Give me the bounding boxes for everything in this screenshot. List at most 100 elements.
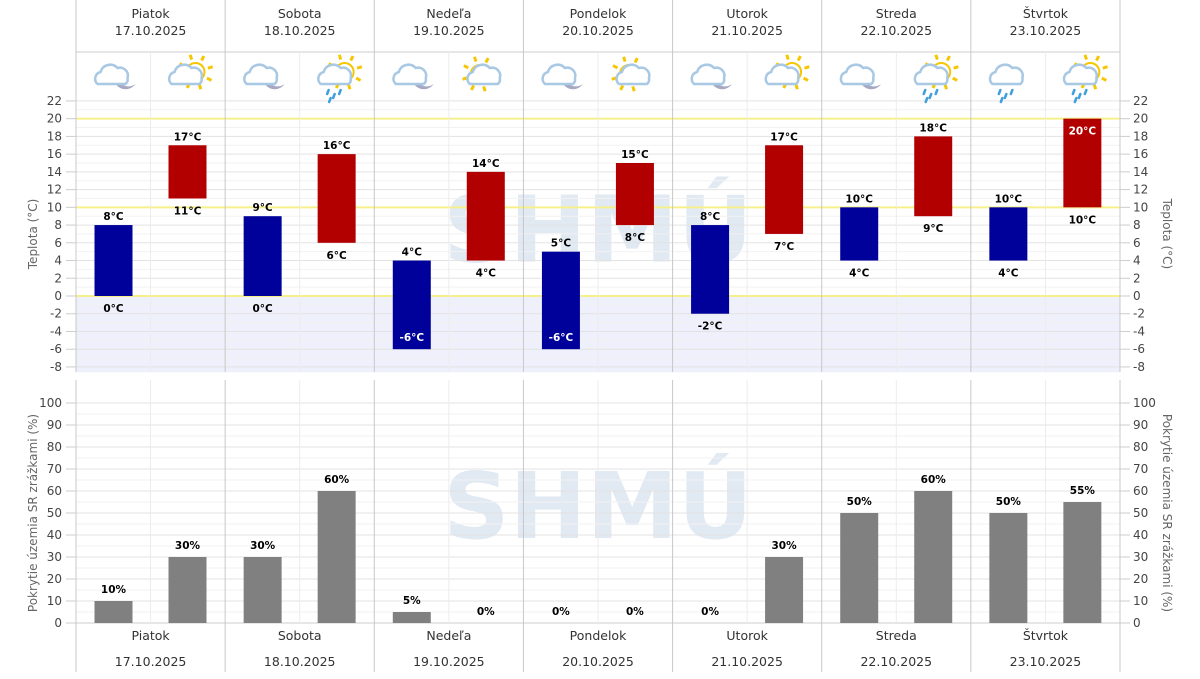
max-temperature-label: 17°C <box>174 131 202 143</box>
sun-ray <box>804 65 810 70</box>
min-temperature-label: 9°C <box>923 223 944 235</box>
sun-ray <box>1095 55 1101 62</box>
temperature-tick-right: 18 <box>1133 129 1148 143</box>
precip-bar <box>1063 502 1102 623</box>
night-temperature-bar <box>94 225 133 296</box>
day-date-top: 23.10.2025 <box>1010 23 1082 38</box>
sun-ray <box>796 55 802 62</box>
temperature-tick-right: 8 <box>1133 218 1141 232</box>
max-temperature-label: 8°C <box>700 211 721 223</box>
precip-tick-right: 100 <box>1133 396 1156 410</box>
cloud <box>764 63 800 86</box>
temperature-tick-left: 0 <box>54 289 62 303</box>
max-temperature-label: 10°C <box>995 193 1023 205</box>
precip-value-label: 50% <box>847 496 873 508</box>
temperature-tick-right: -8 <box>1133 360 1145 374</box>
precip-tick-right: 30 <box>1133 550 1148 564</box>
precip-bar <box>989 513 1028 623</box>
cloud-sun-icon <box>764 54 810 90</box>
sun-ray <box>1101 76 1107 82</box>
temperature-tick-left: 8 <box>54 218 62 232</box>
precip-value-label: 30% <box>250 540 276 552</box>
cloud-moon-icon <box>93 63 136 90</box>
sun-ray <box>934 54 939 61</box>
precip-bar <box>914 491 953 623</box>
night-temperature-bar <box>243 216 282 296</box>
precip-bar <box>317 491 356 623</box>
precip-tick-left: 20 <box>47 572 62 586</box>
precip-tick-right: 0 <box>1133 616 1141 630</box>
precip-value-label: 0% <box>626 606 644 618</box>
precip-axis-title-left: Pokrytie územia SR zrážkami (%) <box>26 414 40 612</box>
day-name-bottom: Pondelok <box>570 628 627 643</box>
precip-tick-left: 100 <box>39 396 62 410</box>
cloud-moon-icon <box>392 63 434 90</box>
min-temperature-label: -2°C <box>698 321 723 333</box>
cloud-moon-icon <box>243 63 285 90</box>
temperature-tick-left: -6 <box>50 342 62 356</box>
day-temperature-bar <box>615 163 654 226</box>
precip-tick-left: 70 <box>47 462 62 476</box>
day-date-bottom: 21.10.2025 <box>711 654 783 669</box>
day-date-top: 18.10.2025 <box>264 23 336 38</box>
night-temperature-bar <box>691 225 730 314</box>
raindrop <box>331 92 336 100</box>
precip-value-label: 60% <box>324 474 350 486</box>
precip-value-label: 55% <box>1070 485 1096 497</box>
min-temperature-label: 8°C <box>625 232 646 244</box>
cloud <box>615 63 651 86</box>
sun-cloud-icon <box>462 56 502 92</box>
precip-bar <box>168 557 207 623</box>
precip-tick-left: 40 <box>47 528 62 542</box>
min-temperature-label: 0°C <box>103 303 124 315</box>
cloud <box>541 63 577 86</box>
day-name-top: Štvrtok <box>1023 6 1069 21</box>
precip-value-label: 0% <box>701 606 719 618</box>
temperature-tick-right: 22 <box>1133 94 1148 108</box>
temperature-tick-right: 6 <box>1133 236 1141 250</box>
temperature-tick-left: 12 <box>47 183 62 197</box>
precip-tick-right: 40 <box>1133 528 1148 542</box>
precip-tick-left: 30 <box>47 550 62 564</box>
precip-tick-left: 0 <box>54 616 62 630</box>
precip-tick-right: 50 <box>1133 506 1148 520</box>
day-date-top: 21.10.2025 <box>711 23 783 38</box>
cloud-moon-icon <box>690 63 733 90</box>
precip-axis-title-right: Pokrytie územia SR zrážkami (%) <box>1160 414 1174 612</box>
precip-value-label: 10% <box>101 584 127 596</box>
cloud <box>1062 63 1098 86</box>
cloud <box>243 63 279 86</box>
max-temperature-label: 20°C <box>1069 126 1097 138</box>
min-temperature-label: -6°C <box>399 332 424 344</box>
precip-value-label: 5% <box>403 595 421 607</box>
sun-ray <box>207 65 214 70</box>
raindrop <box>1003 92 1008 100</box>
min-temperature-label: -6°C <box>549 332 574 344</box>
cloud-moon-icon <box>839 63 882 90</box>
day-name-bottom: Sobota <box>278 628 322 643</box>
raindrop <box>1071 88 1076 96</box>
raindrop <box>924 96 929 104</box>
max-temperature-label: 9°C <box>253 202 274 214</box>
precip-value-label: 30% <box>772 540 798 552</box>
sun-ray <box>337 54 343 61</box>
night-temperature-bar <box>541 251 580 350</box>
day-name-bottom: Štvrtok <box>1023 628 1069 643</box>
max-temperature-label: 4°C <box>402 247 423 259</box>
sun-ray <box>200 55 206 62</box>
day-name-bottom: Utorok <box>726 628 768 643</box>
precip-tick-left: 50 <box>47 506 62 520</box>
temperature-tick-left: 18 <box>47 129 62 143</box>
temperature-axis-title-right: Teplota (°C) <box>1160 198 1174 270</box>
temperature-tick-left: -4 <box>50 324 62 338</box>
sun-ray <box>188 54 194 61</box>
temperature-tick-left: 2 <box>54 271 62 285</box>
cloud-sun-rain-icon <box>1062 54 1108 104</box>
sun-ray <box>206 76 213 82</box>
day-temperature-bar <box>914 136 953 217</box>
precip-value-label: 60% <box>921 474 947 486</box>
min-temperature-label: 6°C <box>327 250 348 262</box>
temperature-tick-right: -2 <box>1133 307 1145 321</box>
temperature-axis-title-left: Teplota (°C) <box>26 199 40 271</box>
